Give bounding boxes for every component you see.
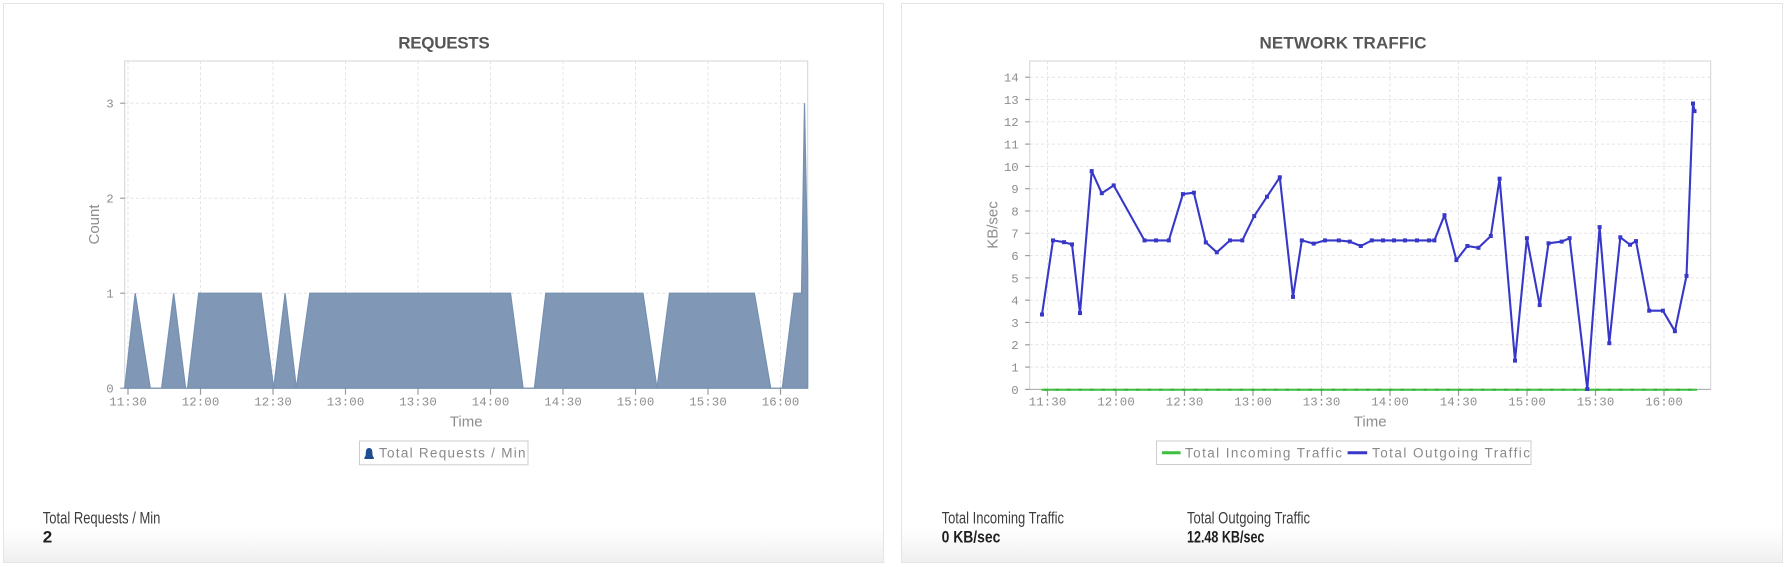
svg-text:5: 5: [1011, 272, 1018, 286]
svg-text:12.48 KB/sec: 12.48 KB/sec: [1187, 528, 1264, 547]
svg-text:Time: Time: [450, 414, 483, 431]
svg-text:REQUESTS: REQUESTS: [398, 34, 490, 53]
svg-text:Count: Count: [86, 204, 103, 245]
svg-text:12:00: 12:00: [182, 396, 220, 410]
svg-text:KB/sec: KB/sec: [985, 201, 1002, 249]
svg-text:13:00: 13:00: [327, 396, 365, 410]
svg-text:13: 13: [1004, 94, 1019, 108]
svg-text:0: 0: [1011, 384, 1018, 398]
svg-text:14:30: 14:30: [544, 396, 582, 410]
svg-text:2: 2: [106, 193, 113, 207]
svg-text:2: 2: [1011, 339, 1018, 353]
svg-text:12: 12: [1004, 116, 1019, 130]
svg-text:14: 14: [1004, 72, 1019, 86]
svg-text:Total Outgoing Traffic: Total Outgoing Traffic: [1372, 445, 1530, 460]
svg-text:12:30: 12:30: [1166, 396, 1204, 410]
svg-text:0: 0: [106, 383, 113, 397]
svg-text:15:30: 15:30: [689, 396, 727, 410]
svg-text:15:30: 15:30: [1577, 396, 1615, 410]
svg-text:11: 11: [1004, 139, 1019, 153]
svg-text:Time: Time: [1354, 414, 1387, 431]
svg-text:11:30: 11:30: [1029, 396, 1067, 410]
svg-text:13:30: 13:30: [399, 396, 437, 410]
svg-text:3: 3: [1011, 317, 1018, 331]
svg-text:14:00: 14:00: [1371, 396, 1409, 410]
svg-text:15:00: 15:00: [617, 396, 655, 410]
svg-text:13:30: 13:30: [1303, 396, 1341, 410]
svg-text:7: 7: [1011, 228, 1018, 242]
svg-text:Total Incoming Traffic: Total Incoming Traffic: [942, 508, 1065, 527]
svg-text:1: 1: [106, 288, 113, 302]
svg-text:2: 2: [43, 528, 52, 547]
svg-text:14:00: 14:00: [472, 396, 510, 410]
svg-text:3: 3: [106, 98, 113, 112]
svg-text:Total Requests / Min: Total Requests / Min: [379, 446, 526, 461]
svg-text:Total Outgoing Traffic: Total Outgoing Traffic: [1187, 508, 1310, 527]
svg-text:15:00: 15:00: [1508, 396, 1546, 410]
svg-text:16:00: 16:00: [762, 396, 800, 410]
svg-text:12:00: 12:00: [1097, 396, 1135, 410]
svg-text:16:00: 16:00: [1645, 396, 1683, 410]
svg-text:9: 9: [1011, 183, 1018, 197]
svg-text:0 KB/sec: 0 KB/sec: [942, 528, 1001, 547]
svg-text:14:30: 14:30: [1440, 396, 1478, 410]
svg-text:4: 4: [1011, 295, 1018, 309]
svg-text:NETWORK TRAFFIC: NETWORK TRAFFIC: [1260, 34, 1427, 53]
svg-text:6: 6: [1011, 250, 1018, 264]
svg-text:Total Requests / Min: Total Requests / Min: [43, 508, 161, 527]
svg-text:1: 1: [1011, 362, 1018, 376]
svg-text:8: 8: [1011, 205, 1018, 219]
svg-text:10: 10: [1004, 161, 1019, 175]
svg-text:13:00: 13:00: [1234, 396, 1272, 410]
svg-text:12:30: 12:30: [254, 396, 292, 410]
svg-text:11:30: 11:30: [109, 396, 147, 410]
svg-text:Total Incoming Traffic: Total Incoming Traffic: [1185, 445, 1342, 460]
